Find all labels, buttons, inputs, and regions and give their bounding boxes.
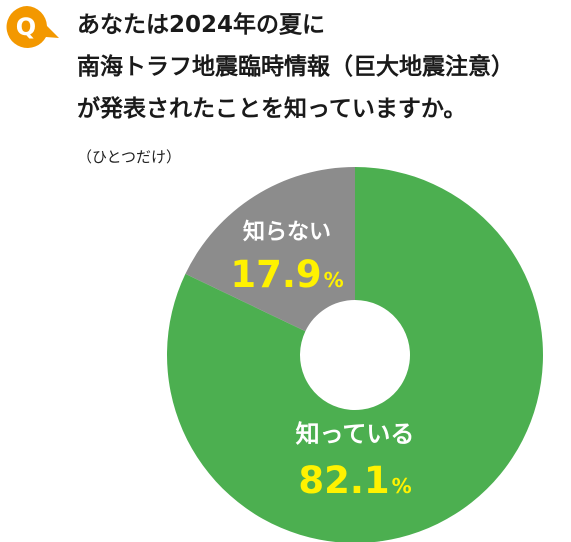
- slice-percent-number-known: 82.1: [298, 459, 389, 502]
- question-badge: Q: [6, 6, 59, 48]
- question-title-line-3: が発表されたことを知っていますか。: [77, 96, 467, 122]
- question-title-line-2: 南海トラフ地震臨時情報（巨大地震注意）: [77, 54, 514, 80]
- slice-percent-known: 82.1%: [298, 459, 411, 502]
- slice-percent-number-unknown: 17.9: [230, 253, 321, 296]
- slice-label-known: 知っている: [296, 420, 415, 448]
- pie-slice-unknown: [185, 167, 355, 332]
- slice-label-unknown: 知らない: [243, 219, 331, 245]
- slice-percent-unknown: 17.9%: [230, 253, 343, 296]
- question-title: あなたは2024年の夏に 南海トラフ地震臨時情報（巨大地震注意） が発表されたこ…: [77, 4, 514, 130]
- slice-percent-unit-known: %: [392, 474, 412, 498]
- question-title-line-1: あなたは2024年の夏に: [77, 12, 326, 38]
- slice-percent-unit-unknown: %: [324, 268, 344, 292]
- question-badge-letter: Q: [16, 13, 36, 41]
- question-badge-shape: [6, 6, 59, 48]
- pie-slice-known: [167, 167, 543, 542]
- question-note: （ひとつだけ）: [77, 148, 181, 166]
